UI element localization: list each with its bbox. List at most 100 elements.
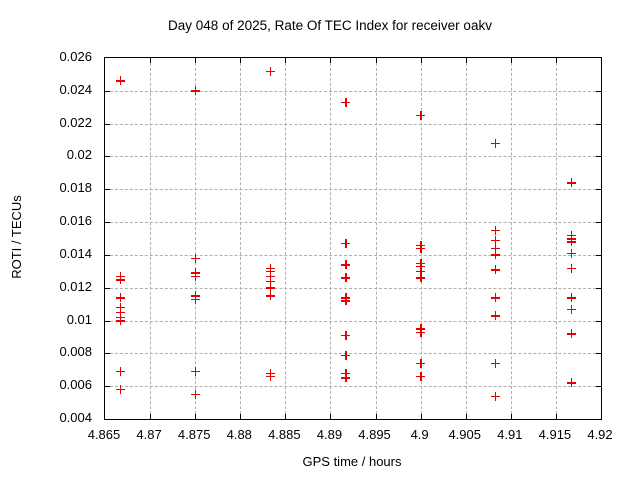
data-point-marker	[190, 366, 200, 376]
data-point-marker	[115, 293, 125, 303]
y-tick-mark	[105, 353, 110, 355]
y-tick-label: 0.012	[59, 278, 92, 294]
x-tick-mark	[555, 58, 557, 63]
x-tick-mark	[195, 414, 197, 419]
y-gridline	[105, 353, 601, 355]
x-tick-mark	[510, 414, 512, 419]
data-point-marker	[115, 316, 125, 326]
x-tick-mark	[285, 414, 287, 419]
y-gridline	[105, 123, 601, 125]
x-tick-mark	[150, 58, 152, 63]
x-tick-label: 4.92	[587, 427, 613, 442]
x-gridline	[285, 58, 287, 419]
x-tick-mark	[555, 414, 557, 419]
data-point-marker	[190, 253, 200, 263]
data-point-marker	[490, 311, 500, 321]
data-point-marker	[490, 265, 500, 275]
y-tick-mark	[105, 90, 110, 92]
x-gridline	[555, 58, 557, 419]
data-point-marker	[566, 304, 576, 314]
x-tick-mark	[150, 414, 152, 419]
x-tick-mark	[285, 58, 287, 63]
data-point-marker	[416, 110, 426, 120]
y-tick-mark	[105, 386, 110, 388]
data-point-marker	[190, 389, 200, 399]
x-tick-label: 4.87	[136, 427, 162, 442]
data-point-marker	[416, 327, 426, 337]
data-point-marker	[265, 271, 275, 281]
x-tick-mark	[420, 414, 422, 419]
x-tick-label: 4.895	[358, 427, 391, 442]
y-tick-mark	[105, 222, 110, 224]
data-point-marker	[265, 283, 275, 293]
y-tick-label: 0.018	[59, 180, 92, 196]
y-gridline	[105, 287, 601, 289]
y-gridline	[105, 156, 601, 158]
y-tick-label: 0.004	[59, 410, 92, 425]
data-point-marker	[341, 97, 351, 107]
y-gridline	[105, 189, 601, 191]
y-tick-mark	[105, 123, 110, 125]
y-tick-mark	[105, 189, 110, 191]
y-tick-mark	[596, 320, 601, 322]
y-tick-mark	[105, 254, 110, 256]
x-tick-label: 4.905	[448, 427, 481, 442]
data-point-marker	[490, 243, 500, 253]
data-point-marker	[490, 225, 500, 235]
x-tick-label: 4.9	[410, 427, 429, 442]
data-point-marker	[265, 266, 275, 276]
y-gridline	[105, 386, 601, 388]
x-tick-mark	[195, 58, 197, 63]
data-point-marker	[566, 293, 576, 303]
data-point-marker	[115, 302, 125, 312]
data-point-marker	[265, 66, 275, 76]
x-gridline	[420, 58, 422, 419]
data-point-marker	[566, 178, 576, 188]
y-tick-label: 0.02	[66, 147, 92, 163]
y-tick-label: 0.008	[59, 344, 92, 360]
x-tick-mark	[420, 58, 422, 63]
data-point-marker	[341, 350, 351, 360]
x-tick-label: 4.89	[316, 427, 343, 442]
data-point-marker	[115, 307, 125, 317]
plot-area	[104, 57, 602, 420]
y-tick-mark	[596, 386, 601, 388]
data-point-marker	[416, 266, 426, 276]
y-tick-mark	[596, 222, 601, 224]
data-point-marker	[341, 373, 351, 383]
x-tick-mark	[330, 414, 332, 419]
y-tick-label: 0.006	[59, 377, 92, 393]
x-gridline	[375, 58, 377, 419]
x-gridline	[150, 58, 152, 419]
x-tick-mark	[240, 414, 242, 419]
y-tick-mark	[105, 320, 110, 322]
data-point-marker	[416, 358, 426, 368]
x-tick-label: 4.91	[497, 427, 523, 442]
y-tick-mark	[596, 123, 601, 125]
data-point-marker	[265, 276, 275, 286]
x-tick-mark	[465, 414, 467, 419]
data-point-marker	[341, 273, 351, 283]
data-point-marker	[416, 273, 426, 283]
y-tick-label: 0.024	[59, 81, 92, 97]
y-tick-label: 0.022	[59, 114, 92, 130]
data-point-marker	[566, 237, 576, 247]
x-tick-label: 4.865	[87, 427, 121, 442]
y-tick-label: 0.01	[66, 311, 92, 327]
x-axis-label: GPS time / hours	[302, 454, 402, 469]
x-gridline	[330, 58, 332, 419]
data-point-marker	[341, 238, 351, 248]
data-point-marker	[566, 329, 576, 339]
x-tick-mark	[510, 58, 512, 63]
data-point-marker	[416, 243, 426, 253]
data-point-marker	[115, 366, 125, 376]
data-point-marker	[490, 235, 500, 245]
y-tick-mark	[596, 189, 601, 191]
y-tick-mark	[105, 287, 110, 289]
data-point-marker	[490, 391, 500, 401]
y-gridline	[105, 90, 601, 92]
y-tick-mark	[596, 287, 601, 289]
data-point-marker	[416, 261, 426, 271]
data-point-marker	[341, 260, 351, 270]
x-tick-mark	[465, 58, 467, 63]
